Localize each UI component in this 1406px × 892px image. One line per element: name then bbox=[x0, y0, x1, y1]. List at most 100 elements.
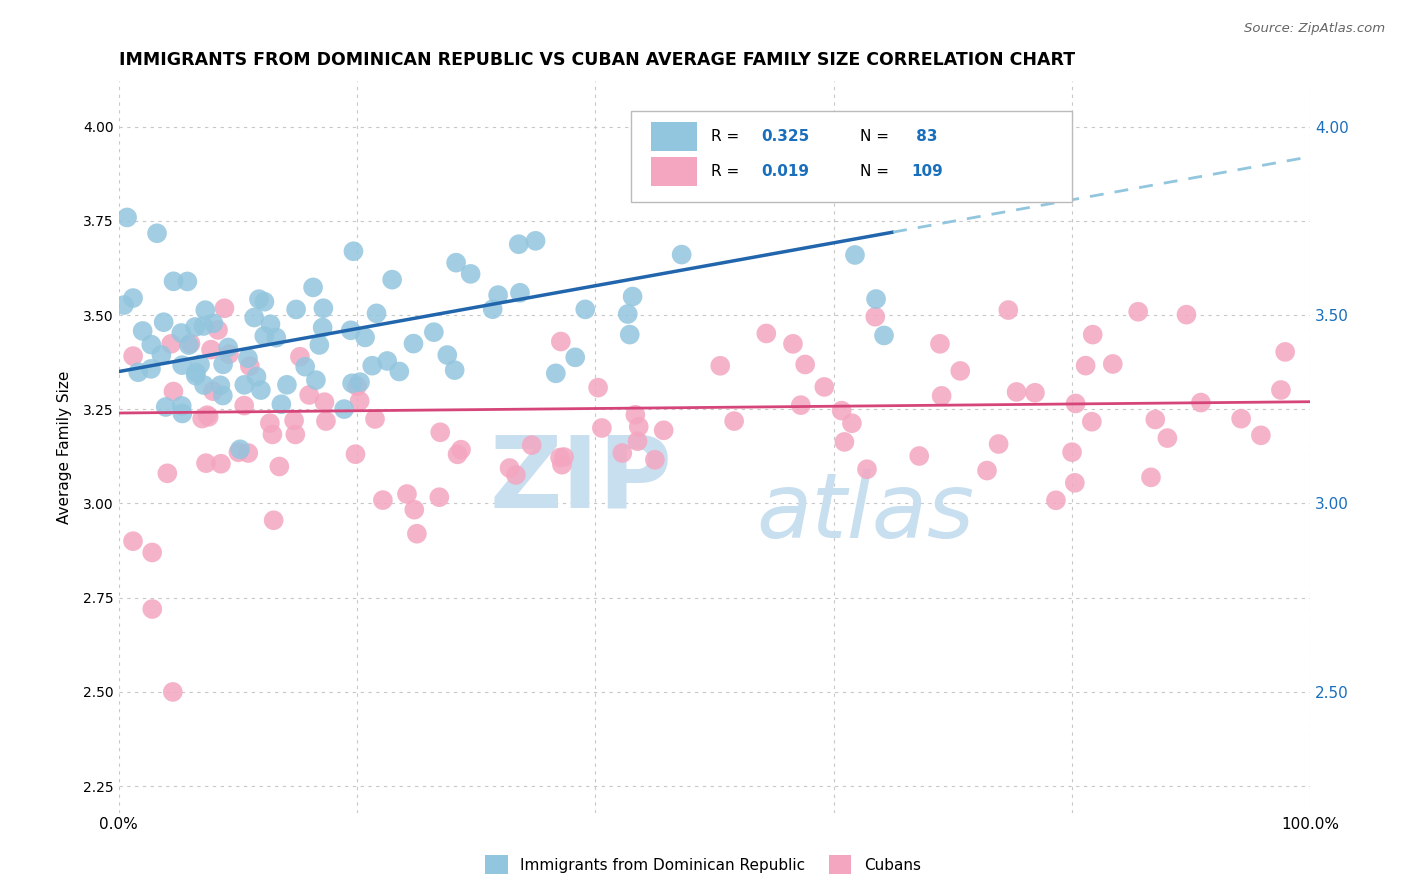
Point bbox=[131, 324, 153, 338]
Text: 109: 109 bbox=[911, 164, 943, 178]
Point bbox=[207, 323, 229, 337]
Point bbox=[298, 388, 321, 402]
Point bbox=[170, 399, 193, 413]
Y-axis label: Average Family Size: Average Family Size bbox=[58, 370, 72, 524]
Point bbox=[1081, 415, 1104, 429]
Text: 83: 83 bbox=[911, 128, 938, 144]
Point bbox=[262, 427, 284, 442]
Legend: Immigrants from Dominican Republic, Cubans: Immigrants from Dominican Republic, Cuba… bbox=[479, 849, 927, 880]
Point bbox=[619, 327, 641, 342]
Point bbox=[1101, 357, 1123, 371]
Point bbox=[652, 423, 675, 437]
Point bbox=[214, 301, 236, 316]
Point bbox=[873, 328, 896, 343]
Point bbox=[1175, 308, 1198, 322]
Point bbox=[371, 493, 394, 508]
Point bbox=[1063, 475, 1085, 490]
Point bbox=[236, 351, 259, 366]
Point bbox=[229, 442, 252, 457]
Point bbox=[949, 364, 972, 378]
Point bbox=[172, 407, 194, 421]
Point bbox=[1060, 445, 1083, 459]
Point bbox=[156, 467, 179, 481]
Point bbox=[443, 363, 465, 377]
Point bbox=[302, 280, 325, 294]
Point bbox=[976, 464, 998, 478]
Point bbox=[444, 255, 467, 269]
Point bbox=[405, 526, 427, 541]
Point bbox=[1081, 327, 1104, 342]
Point bbox=[314, 395, 336, 409]
Bar bbox=[651, 157, 696, 186]
Point bbox=[550, 334, 572, 349]
Point bbox=[162, 274, 184, 288]
Point bbox=[209, 457, 232, 471]
Point bbox=[908, 449, 931, 463]
Point bbox=[813, 380, 835, 394]
Point bbox=[544, 367, 567, 381]
Text: Source: ZipAtlas.com: Source: ZipAtlas.com bbox=[1244, 22, 1385, 36]
Point bbox=[312, 301, 335, 316]
Point bbox=[172, 358, 194, 372]
Point bbox=[191, 411, 214, 425]
Point bbox=[856, 462, 879, 476]
Point bbox=[723, 414, 745, 428]
Point bbox=[284, 427, 307, 442]
Point bbox=[245, 369, 267, 384]
Point bbox=[381, 273, 404, 287]
Point bbox=[1045, 493, 1067, 508]
Point bbox=[184, 320, 207, 334]
Point bbox=[779, 159, 801, 173]
Point bbox=[460, 267, 482, 281]
Point bbox=[450, 442, 472, 457]
Point bbox=[1230, 411, 1253, 425]
Point bbox=[644, 452, 666, 467]
Point bbox=[243, 310, 266, 325]
Point bbox=[162, 685, 184, 699]
Text: N =: N = bbox=[860, 128, 894, 144]
Point bbox=[200, 343, 222, 357]
Point bbox=[505, 467, 527, 482]
Point bbox=[354, 330, 377, 344]
Point bbox=[427, 490, 450, 504]
Point bbox=[621, 289, 644, 303]
Point bbox=[349, 393, 371, 408]
Point bbox=[218, 347, 240, 361]
Point bbox=[782, 336, 804, 351]
Point bbox=[212, 357, 235, 371]
Point bbox=[624, 408, 647, 422]
Point bbox=[564, 351, 586, 365]
Point bbox=[209, 378, 232, 392]
Point bbox=[270, 397, 292, 411]
Point bbox=[253, 294, 276, 309]
Point bbox=[1064, 396, 1087, 410]
Text: R =: R = bbox=[711, 164, 744, 178]
Point bbox=[233, 399, 256, 413]
Point bbox=[184, 368, 207, 383]
Point bbox=[346, 379, 368, 393]
Point bbox=[238, 446, 260, 460]
Point bbox=[616, 307, 638, 321]
Point bbox=[790, 398, 813, 412]
Point bbox=[755, 326, 778, 341]
Point bbox=[831, 403, 853, 417]
Point bbox=[553, 450, 575, 464]
Text: ZIP: ZIP bbox=[489, 432, 672, 528]
Point bbox=[1074, 359, 1097, 373]
Point bbox=[162, 384, 184, 399]
Point bbox=[177, 338, 200, 352]
Point bbox=[193, 318, 215, 333]
Point bbox=[308, 338, 330, 352]
Point bbox=[122, 291, 145, 305]
Point bbox=[195, 456, 218, 470]
Point bbox=[344, 447, 367, 461]
Point bbox=[423, 325, 446, 339]
Point bbox=[997, 303, 1019, 318]
Point bbox=[524, 234, 547, 248]
Point bbox=[239, 359, 262, 373]
Point bbox=[395, 487, 418, 501]
Point bbox=[548, 450, 571, 465]
Point bbox=[194, 303, 217, 318]
Point bbox=[233, 377, 256, 392]
Point bbox=[481, 302, 503, 317]
